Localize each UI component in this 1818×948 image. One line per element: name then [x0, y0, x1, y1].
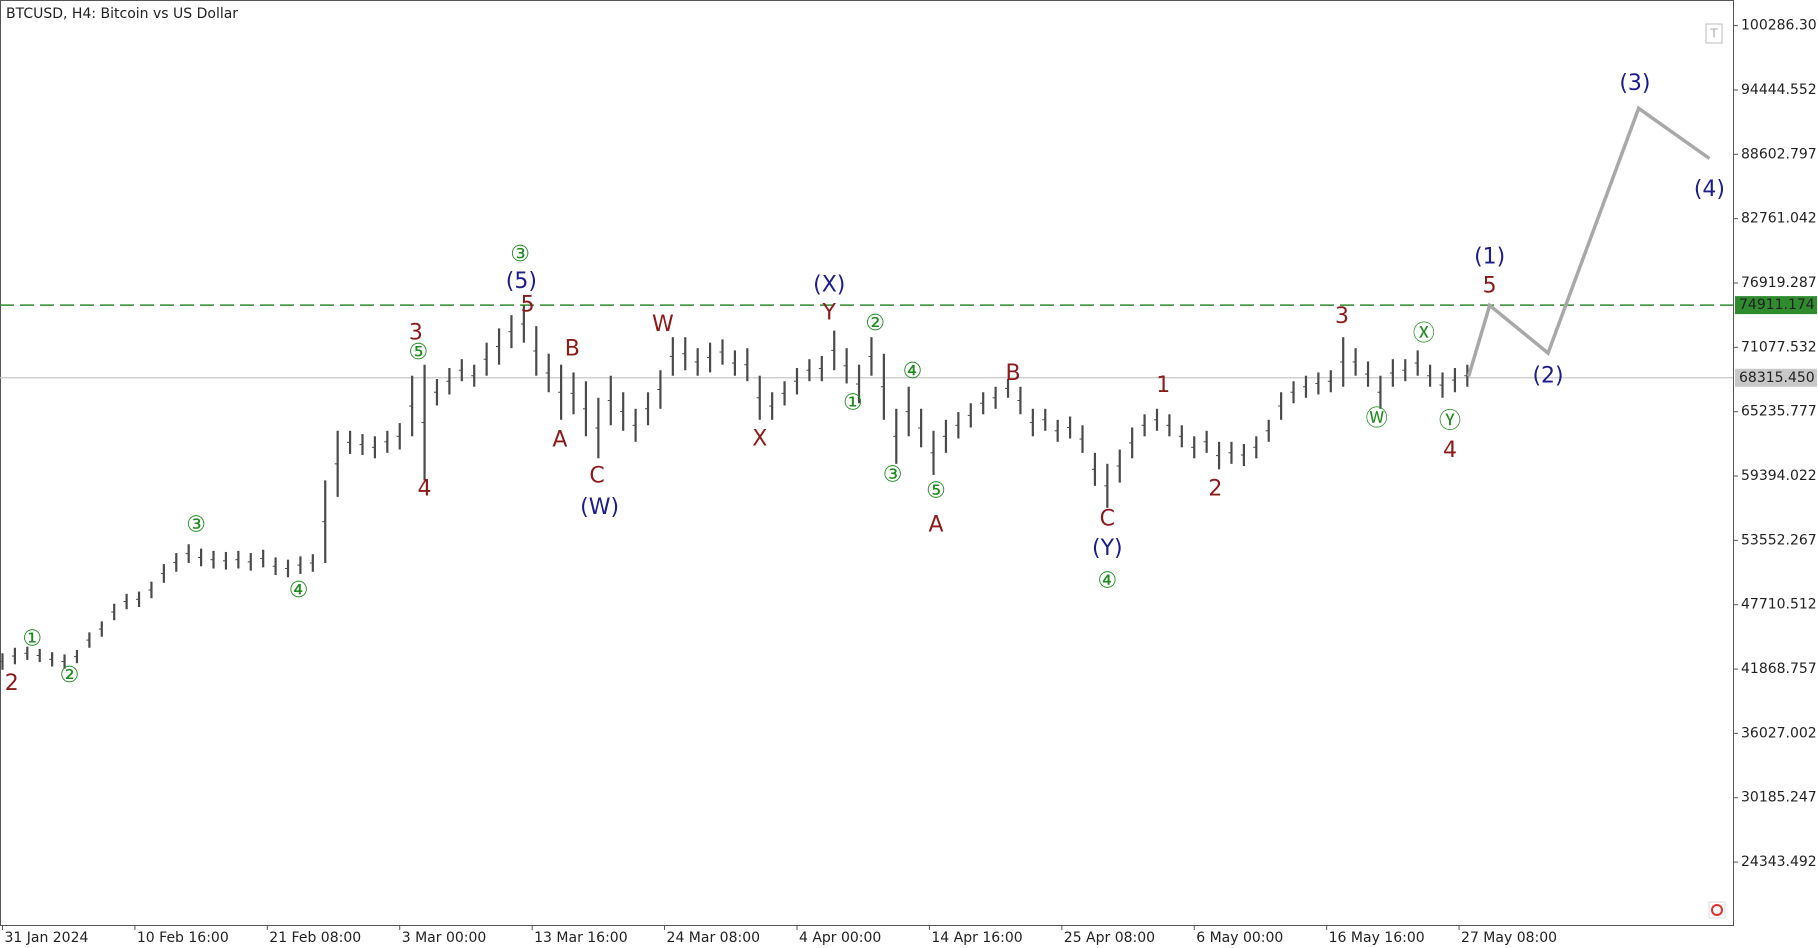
toolbar-icon[interactable] — [1705, 23, 1723, 44]
x-tick-label: 27 May 08:00 — [1461, 930, 1557, 946]
y-tick-label: 47710.512 — [1741, 597, 1817, 613]
wave-label: C — [589, 464, 604, 489]
wave-label: 1 — [1156, 373, 1170, 398]
y-tick-label: 100286.307 — [1741, 18, 1818, 34]
x-tick-label: 3 Mar 00:00 — [402, 930, 487, 946]
wave-label: ④ — [289, 578, 309, 603]
y-tick-label: 71077.532 — [1741, 339, 1817, 355]
wave-label: (2) — [1532, 363, 1563, 388]
wave-label: 2 — [1208, 476, 1222, 501]
wave-label: (4) — [1694, 177, 1725, 202]
wave-label: X — [752, 426, 767, 451]
x-tick-label: 14 Apr 16:00 — [931, 930, 1022, 946]
y-tick-label: 76919.287 — [1741, 275, 1817, 291]
x-tick-label: 31 Jan 2024 — [4, 930, 88, 946]
wave-label: 4 — [1443, 438, 1457, 463]
y-tick-label: 94444.552 — [1741, 82, 1817, 98]
wave-label: ② — [60, 663, 80, 688]
status-icon-glyph — [1711, 904, 1723, 916]
wave-label: ④ — [903, 359, 923, 384]
wave-label: (X) — [813, 273, 845, 298]
wave-label: 4 — [418, 476, 432, 501]
x-tick-label: 25 Apr 08:00 — [1064, 930, 1155, 946]
wave-label: 2 — [5, 671, 19, 696]
y-tick-label: 41868.757 — [1741, 661, 1817, 677]
wave-label: Ⓦ — [1366, 407, 1388, 432]
wave-label: ② — [865, 311, 885, 336]
price-level-label: 68315.450 — [1739, 370, 1815, 386]
wave-label: ③ — [883, 462, 903, 487]
wave-label: (W) — [580, 495, 619, 520]
price-level-box — [1735, 368, 1817, 387]
wave-label: ① — [22, 627, 42, 652]
wave-label: ⑤ — [408, 340, 428, 365]
price-level-label: 74911.174 — [1739, 297, 1815, 313]
wave-label: Y — [822, 301, 837, 326]
chart-title: BTCUSD, H4: Bitcoin vs US Dollar — [6, 6, 238, 22]
price-level-box — [1735, 296, 1817, 315]
wave-label: B — [1005, 361, 1020, 386]
wave-label: (1) — [1474, 245, 1505, 270]
x-tick-label: 16 May 16:00 — [1329, 930, 1425, 946]
x-tick-label: 24 Mar 08:00 — [667, 930, 760, 946]
wave-label: 5 — [1483, 274, 1497, 299]
wave-label: B — [565, 337, 580, 362]
y-tick-label: 36027.002 — [1741, 725, 1817, 741]
wave-label: Ⓨ — [1439, 409, 1461, 434]
y-tick-label: 65235.777 — [1741, 404, 1817, 420]
x-tick-label: 21 Feb 08:00 — [269, 930, 361, 946]
y-tick-label: 82761.042 — [1741, 211, 1817, 227]
wave-label: (5) — [506, 269, 537, 294]
wave-label: ③ — [186, 513, 206, 538]
wave-label: A — [552, 427, 567, 452]
wave-label: 3 — [409, 320, 423, 345]
wave-label: 5 — [521, 292, 535, 317]
wave-label: ⑤ — [926, 479, 946, 504]
wave-label: ① — [843, 390, 863, 415]
wave-label: 3 — [1335, 304, 1349, 329]
wave-label: C — [1100, 507, 1115, 532]
wave-label: Ⓧ — [1413, 321, 1435, 346]
x-tick-label: 6 May 00:00 — [1196, 930, 1283, 946]
y-tick-label: 59394.022 — [1741, 468, 1817, 484]
plot-frame — [0, 0, 1734, 926]
projection-line — [1466, 105, 1711, 377]
y-tick-label: 88602.797 — [1741, 146, 1817, 162]
toolbar-icon-glyph: T — [1709, 27, 1718, 41]
wave-label: (Y) — [1092, 536, 1123, 561]
x-tick-label: 13 Mar 16:00 — [534, 930, 627, 946]
x-tick-label: 10 Feb 16:00 — [137, 930, 229, 946]
y-tick-label: 53552.267 — [1741, 532, 1817, 548]
x-tick-label: 4 Apr 00:00 — [799, 930, 881, 946]
wave-label: ③ — [510, 242, 530, 267]
y-tick-label: 30185.247 — [1741, 790, 1817, 806]
wave-label: ④ — [1097, 568, 1117, 593]
wave-label: (3) — [1619, 71, 1650, 96]
wave-label: A — [928, 513, 943, 538]
y-tick-label: 24343.492 — [1741, 854, 1817, 870]
wave-label: W — [652, 312, 674, 337]
